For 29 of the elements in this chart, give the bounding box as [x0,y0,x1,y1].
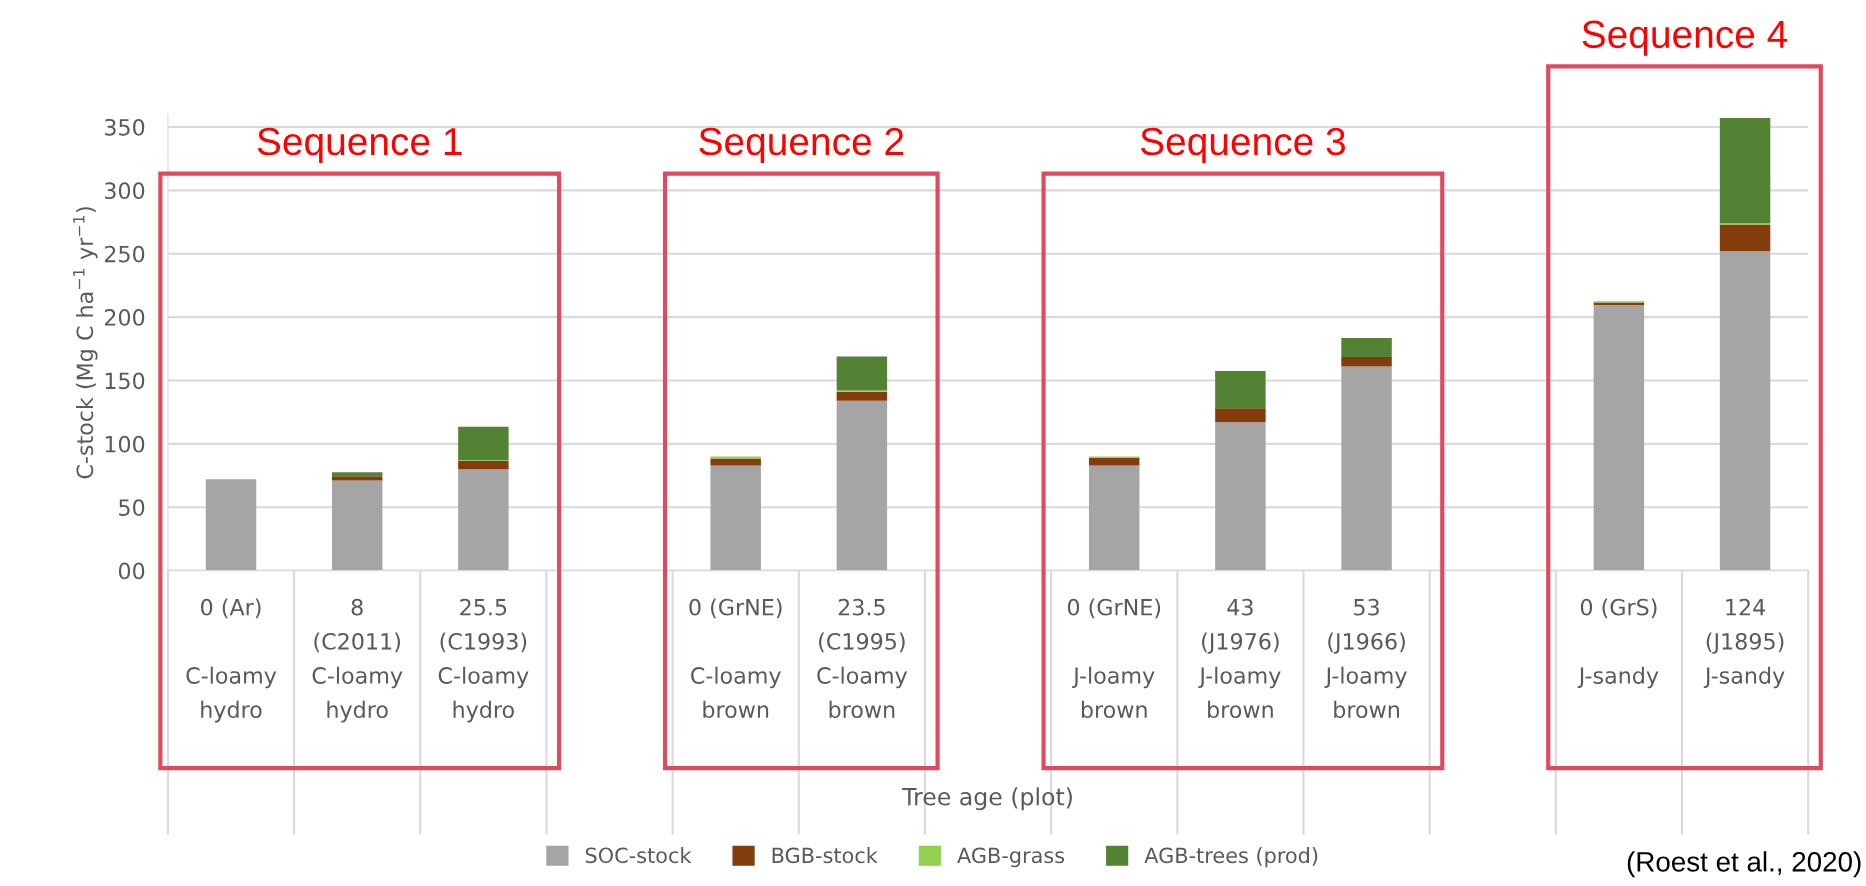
legend-label: AGB-grass [957,847,1065,868]
legend-label: BGB-stock [772,847,878,864]
y-tick-label: 300 [105,182,145,200]
category-label: 0 (GrNE) C-loamy brown [689,598,782,719]
y-tick-label: 250 [104,245,145,263]
x-tick-label: 23.5 (C1995) C-loamy brown [817,598,908,719]
x-tick-label: 124 (J1895) J-sandy [1703,598,1785,689]
y-tick-label: 50 [119,499,145,516]
annotation: Sequence 2 [699,127,904,163]
annotation: Sequence 1 [257,127,462,163]
category-label: 0 (Ar) C-loamy hydro [186,598,277,723]
y-tick-label: 350 [105,118,145,136]
y-tick-label: 150 [105,372,145,390]
x-axis-title: Tree age (plot) [902,787,1072,811]
y-tick-label: 100 [105,435,145,453]
y-tick-label: 00 [118,562,145,580]
x-tick-label: 25.5 (C1993) C-loamy hydro [438,598,529,723]
annotation: Sequence 3 [1140,127,1345,163]
x-tick-label: 53 (J1966) J-loamy brown [1324,598,1407,719]
legend-label: AGB-trees (prod) [1144,847,1318,868]
text: Sequence 4 [1582,20,1788,56]
y-axis-title: C-stock (Mg C ha$^{−1}$ yr$^{−1}$) [73,207,98,479]
legend-label: SOC-stock [585,847,692,864]
x-tick-label: 43 (J1976) J-loamy brown [1198,598,1281,719]
x-tick-label: 8 (C2011) C-loamy hydro [312,598,403,723]
category-label: 0 (GrNE) J-loamy brown [1067,598,1161,719]
category-label: 0 (GrS) J-sandy [1577,598,1659,689]
text: (Roest et al., 2020) [1627,851,1861,878]
y-tick-label: 200 [104,309,145,326]
